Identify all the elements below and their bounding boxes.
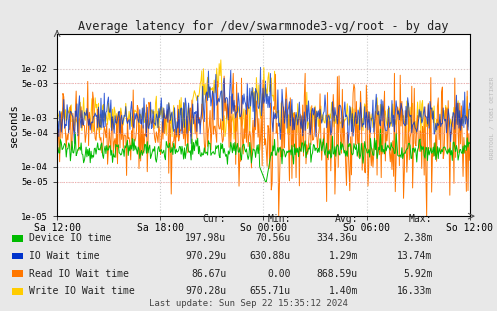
Text: 0.00: 0.00 [267, 269, 291, 279]
Text: 1.29m: 1.29m [329, 251, 358, 261]
Text: Max:: Max: [409, 214, 432, 224]
Text: 197.98u: 197.98u [185, 233, 226, 243]
Text: 13.74m: 13.74m [397, 251, 432, 261]
Text: Read IO Wait time: Read IO Wait time [29, 269, 129, 279]
Y-axis label: seconds: seconds [8, 103, 18, 147]
Text: Min:: Min: [267, 214, 291, 224]
Text: 630.88u: 630.88u [249, 251, 291, 261]
Text: 70.56u: 70.56u [255, 233, 291, 243]
Text: 334.36u: 334.36u [317, 233, 358, 243]
Text: Write IO Wait time: Write IO Wait time [29, 286, 135, 296]
Text: 655.71u: 655.71u [249, 286, 291, 296]
Text: 868.59u: 868.59u [317, 269, 358, 279]
Text: 2.38m: 2.38m [403, 233, 432, 243]
Text: 970.29u: 970.29u [185, 251, 226, 261]
Text: Cur:: Cur: [203, 214, 226, 224]
Text: 5.92m: 5.92m [403, 269, 432, 279]
Text: Avg:: Avg: [334, 214, 358, 224]
Text: 86.67u: 86.67u [191, 269, 226, 279]
Text: Last update: Sun Sep 22 15:35:12 2024: Last update: Sun Sep 22 15:35:12 2024 [149, 299, 348, 308]
Text: 970.28u: 970.28u [185, 286, 226, 296]
Text: Device IO time: Device IO time [29, 233, 111, 243]
Title: Average latency for /dev/swarmnode3-vg/root - by day: Average latency for /dev/swarmnode3-vg/r… [78, 20, 449, 33]
Text: IO Wait time: IO Wait time [29, 251, 100, 261]
Text: 16.33m: 16.33m [397, 286, 432, 296]
Text: RRDTOOL / TOBI OETIKER: RRDTOOL / TOBI OETIKER [490, 77, 495, 160]
Text: 1.40m: 1.40m [329, 286, 358, 296]
